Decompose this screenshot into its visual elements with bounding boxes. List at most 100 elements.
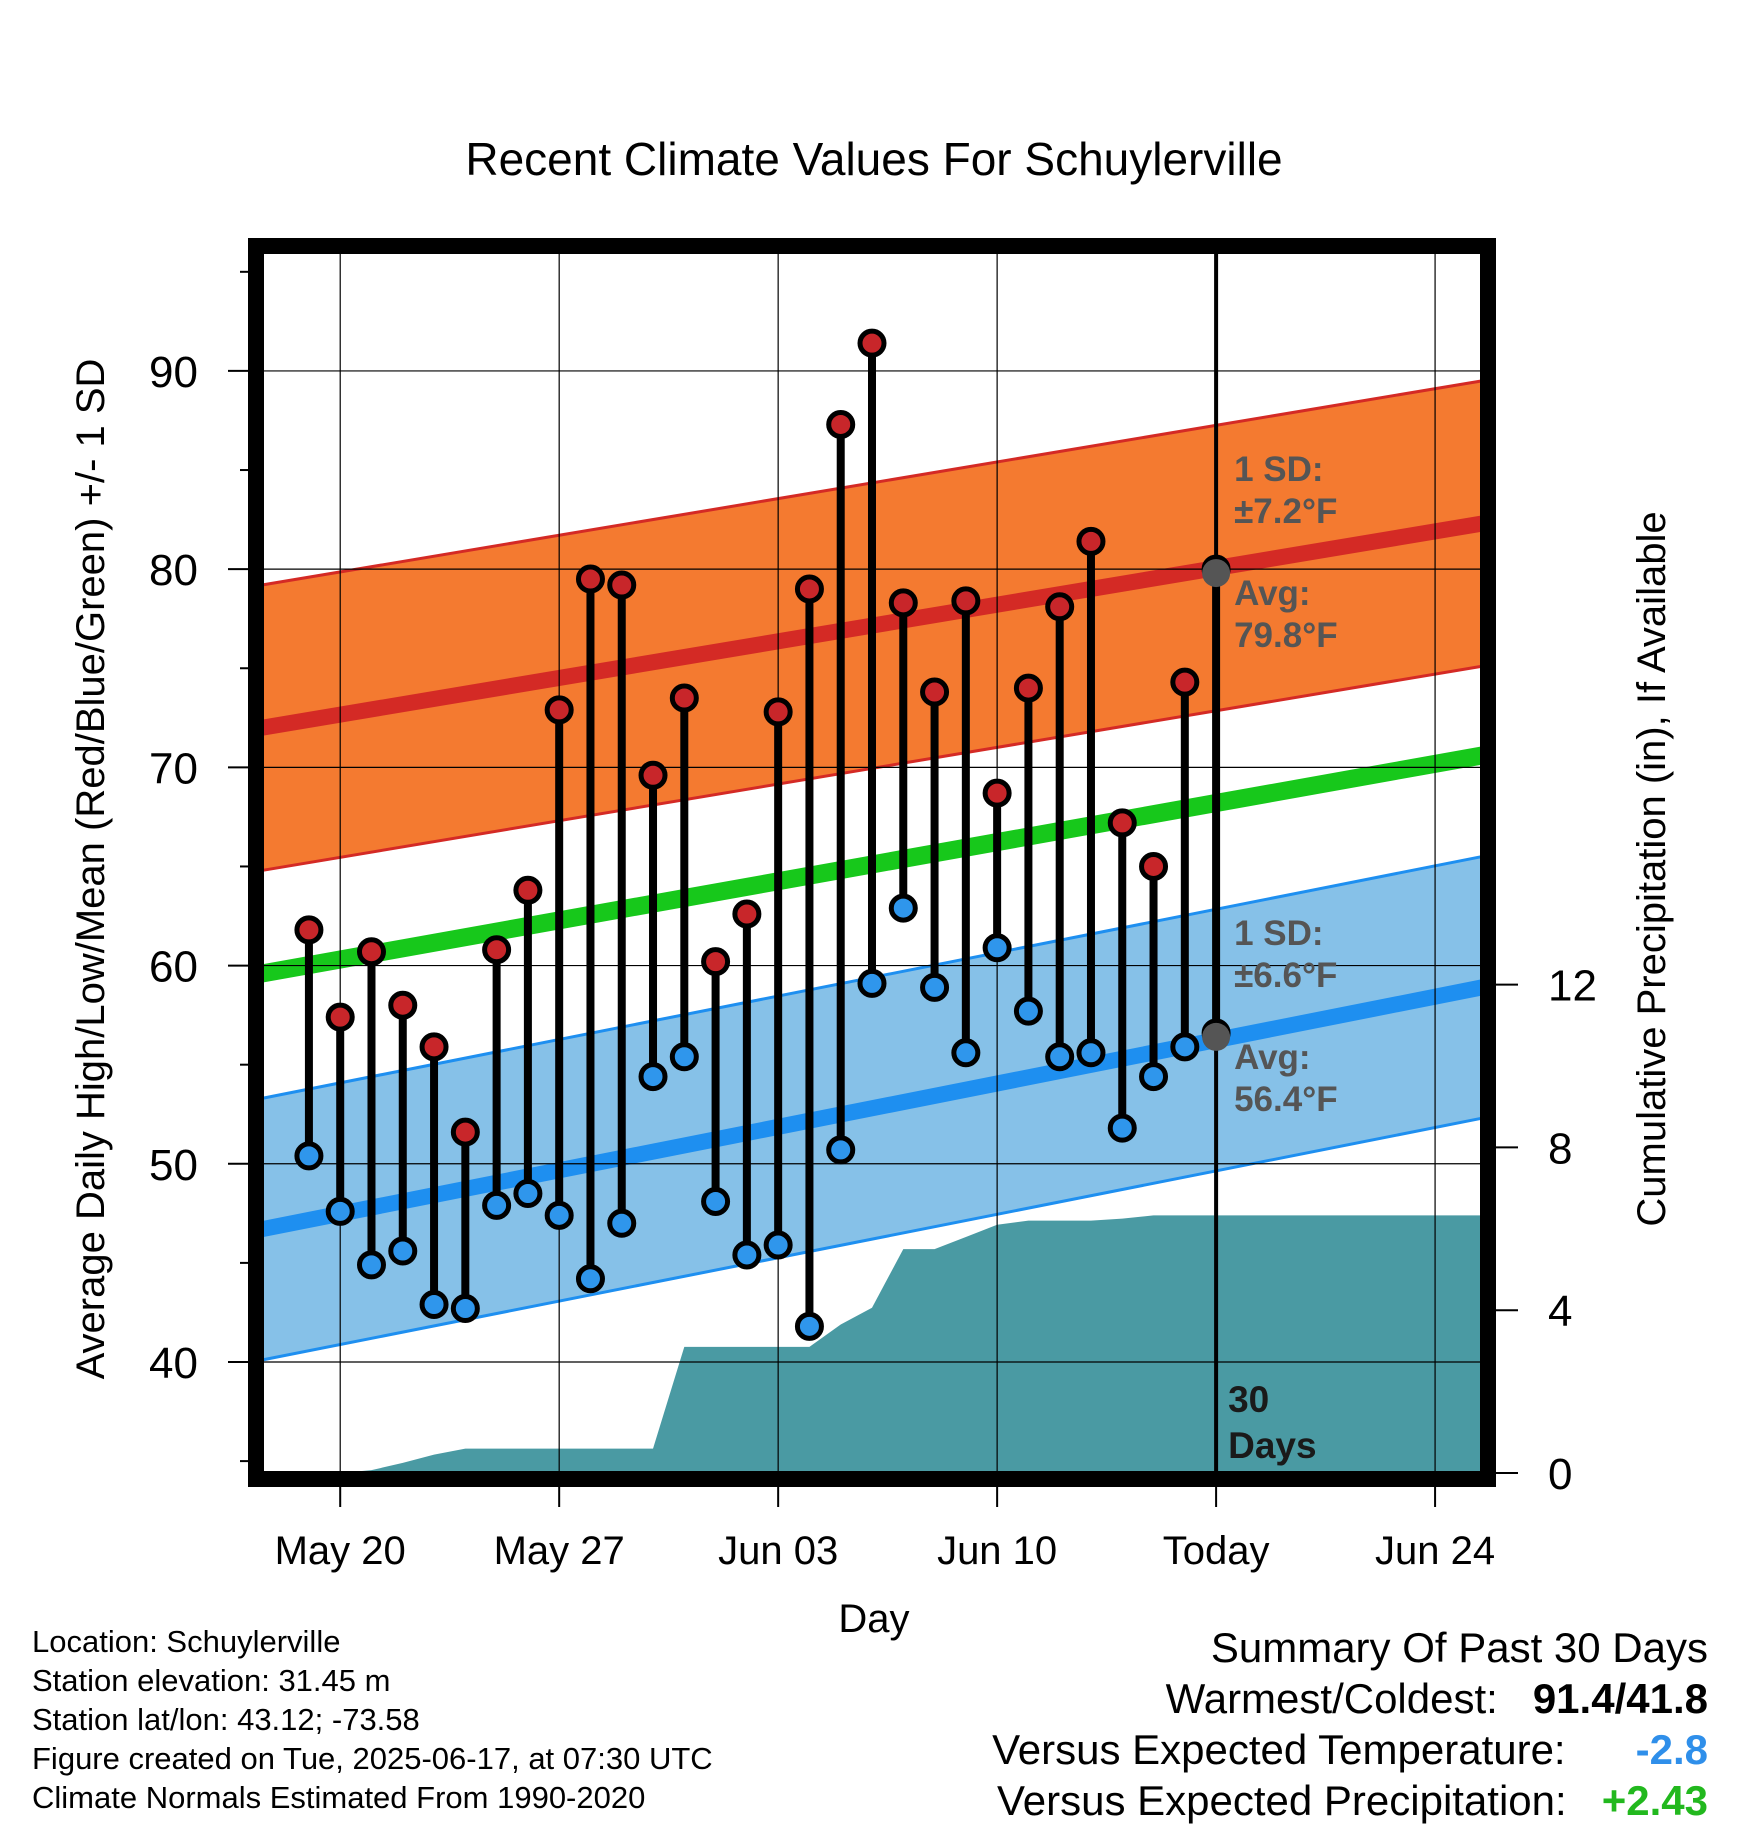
- created-text: Figure created on Tue, 2025-06-17, at 07…: [32, 1741, 713, 1776]
- daily-high-point: [294, 915, 324, 945]
- daily-low-point: [1170, 1032, 1200, 1062]
- daily-high-point: [888, 588, 918, 618]
- daily-high-point: [419, 1032, 449, 1062]
- x-tick-label: Today: [1163, 1529, 1270, 1573]
- daily-low-point: [607, 1208, 637, 1238]
- y-tick-label: 40: [149, 1339, 198, 1388]
- low-annotation-avg-label: Avg:: [1234, 1038, 1310, 1077]
- daily-high-point: [607, 570, 637, 600]
- daily-high-point: [794, 574, 824, 604]
- daily-high-point: [1045, 592, 1075, 622]
- daily-high-point: [356, 937, 386, 967]
- elevation-text: Station elevation: 31.45 m: [32, 1663, 391, 1698]
- daily-high-point: [857, 328, 887, 358]
- y2-tick-label: 12: [1548, 962, 1597, 1011]
- daily-low-point: [732, 1240, 762, 1270]
- daily-high-point: [701, 947, 731, 977]
- y-axis-label: Average Daily High/Low/Mean (Red/Blue/Gr…: [69, 359, 113, 1380]
- plot-frame: [248, 238, 1496, 1487]
- chart-title: Recent Climate Values For Schuylerville: [465, 133, 1282, 185]
- daily-high-point: [450, 1117, 480, 1147]
- daily-low-point: [638, 1062, 668, 1092]
- daily-high-point: [669, 683, 699, 713]
- low-annotation-sd-label: 1 SD:: [1234, 914, 1323, 953]
- y-tick-label: 60: [149, 943, 198, 992]
- x-tick-label: Jun 03: [718, 1529, 838, 1573]
- precip-value: +2.43: [1601, 1777, 1708, 1824]
- daily-low-point: [482, 1190, 512, 1220]
- x-tick-label: May 20: [275, 1529, 406, 1573]
- daily-high-point: [1076, 526, 1106, 556]
- location-text: Location: Schuylerville: [32, 1624, 341, 1659]
- daily-low-point: [826, 1135, 856, 1165]
- normals-text: Climate Normals Estimated From 1990-2020: [32, 1780, 646, 1815]
- daily-low-point: [419, 1290, 449, 1320]
- today-high-avg-point: [1202, 559, 1231, 588]
- daily-high-point: [763, 697, 793, 727]
- daily-low-point: [294, 1141, 324, 1171]
- high-annotation-avg-label: Avg:: [1234, 574, 1310, 613]
- daily-high-point: [638, 760, 668, 790]
- x-tick-label: May 27: [494, 1529, 625, 1573]
- summary-panel: Summary Of Past 30 Days Warmest/Coldest:…: [992, 1622, 1708, 1826]
- latlon-text: Station lat/lon: 43.12; -73.58: [32, 1702, 420, 1737]
- daily-low-point: [1045, 1042, 1075, 1072]
- daily-low-point: [575, 1264, 605, 1294]
- x-axis-label: Day: [838, 1597, 909, 1641]
- daily-high-point: [575, 564, 605, 594]
- daily-high-point: [951, 586, 981, 616]
- y2-tick-label: 0: [1548, 1450, 1572, 1499]
- daily-high-point: [1139, 851, 1169, 881]
- precip-label: Versus Expected Precipitation:: [997, 1777, 1567, 1824]
- summary-title: Summary Of Past 30 Days: [1210, 1624, 1708, 1671]
- daily-high-point: [544, 695, 574, 725]
- temp-value: -2.8: [1635, 1726, 1708, 1773]
- daily-low-point: [1013, 996, 1043, 1026]
- daily-low-point: [951, 1038, 981, 1068]
- y-tick-label: 70: [149, 744, 198, 793]
- warmest-value: 91.4/41.8: [1532, 1675, 1708, 1722]
- daily-low-point: [325, 1196, 355, 1226]
- y-tick-label: 90: [149, 348, 198, 397]
- daily-low-point: [888, 893, 918, 923]
- x-tick-label: Jun 24: [1375, 1529, 1495, 1573]
- daily-high-point: [732, 899, 762, 929]
- high-annotation-sd-value: ±7.2°F: [1234, 492, 1337, 531]
- y-tick-label: 80: [149, 546, 198, 595]
- days-count-label: 30: [1228, 1379, 1269, 1420]
- daily-high-point: [325, 1002, 355, 1032]
- y2-tick-label: 4: [1548, 1287, 1572, 1336]
- low-annotation-sd-value: ±6.6°F: [1234, 956, 1337, 995]
- summary-temp: Versus Expected Temperature: -2.8: [992, 1724, 1708, 1775]
- daily-low-point: [857, 968, 887, 998]
- daily-low-point: [1076, 1038, 1106, 1068]
- x-tick-label: Jun 10: [937, 1529, 1057, 1573]
- warmest-label: Warmest/Coldest:: [1165, 1675, 1498, 1722]
- station-info: Location: Schuylerville Station elevatio…: [32, 1622, 713, 1817]
- y2-axis-label: Cumulative Precipitation (in), If Availa…: [1630, 511, 1674, 1226]
- y2-tick-label: 8: [1548, 1124, 1572, 1173]
- daily-high-point: [1170, 667, 1200, 697]
- daily-high-point: [1107, 808, 1137, 838]
- daily-high-point: [920, 677, 950, 707]
- daily-high-point: [826, 409, 856, 439]
- daily-low-point: [701, 1186, 731, 1216]
- high-annotation-avg-value: 79.8°F: [1234, 616, 1338, 655]
- daily-low-point: [1139, 1062, 1169, 1092]
- summary-warmest: Warmest/Coldest: 91.4/41.8: [992, 1673, 1708, 1724]
- temp-label: Versus Expected Temperature:: [992, 1726, 1566, 1773]
- high-annotation-sd-label: 1 SD:: [1234, 450, 1323, 489]
- daily-low-point: [1107, 1113, 1137, 1143]
- daily-low-point: [920, 972, 950, 1002]
- today-low-avg-point: [1202, 1022, 1231, 1051]
- precip-area: [277, 1215, 1483, 1473]
- daily-high-point: [388, 990, 418, 1020]
- daily-low-point: [513, 1179, 543, 1209]
- y-tick-label: 50: [149, 1141, 198, 1190]
- daily-low-point: [450, 1293, 480, 1323]
- daily-low-point: [763, 1230, 793, 1260]
- daily-low-point: [356, 1250, 386, 1280]
- daily-low-point: [794, 1311, 824, 1341]
- summary-precip: Versus Expected Precipitation: +2.43: [992, 1775, 1708, 1826]
